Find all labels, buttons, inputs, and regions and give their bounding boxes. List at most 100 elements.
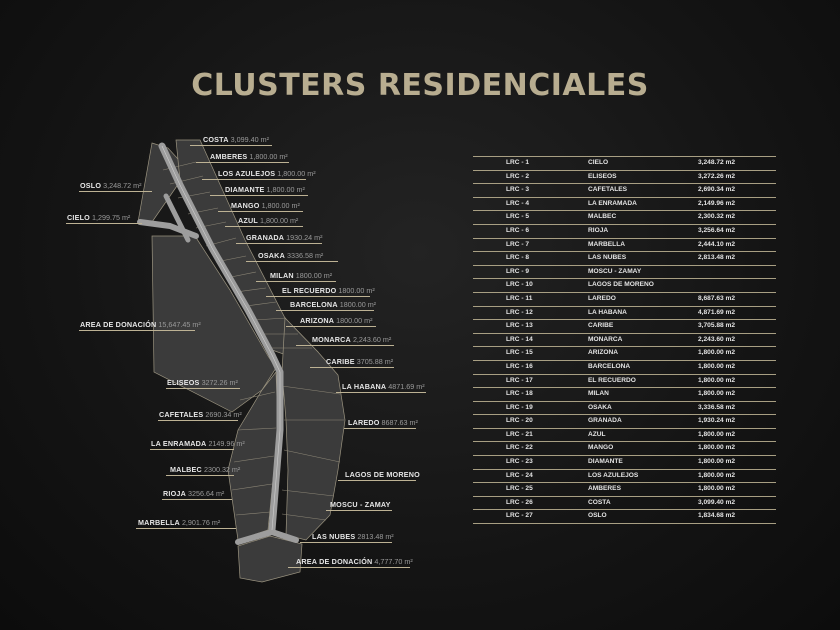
- lot-name: EL RECUERDO: [588, 376, 636, 384]
- lot-name: RIOJA: [588, 226, 609, 234]
- leader-line: [326, 510, 392, 511]
- table-row: LRC - 23 DIAMANTE 1,800.00 m2: [473, 456, 776, 470]
- leader-line: [66, 223, 142, 224]
- map-label-costa: COSTA 3,099.40 m²: [203, 135, 269, 144]
- lot-name: AMBERES: [588, 485, 621, 493]
- table-row: LRC - 21 AZUL 1,800.00 m2: [473, 429, 776, 443]
- lot-code: LRC - 17: [506, 376, 533, 384]
- lot-area: 2,243.60 m2: [698, 335, 736, 343]
- leader-line: [79, 330, 195, 331]
- map-label-area-donacion: AREA DE DONACIÓN 15,647.45 m²: [80, 320, 201, 329]
- lot-name: MARBELLA: [588, 240, 625, 248]
- map-label-amberes: AMBERES 1,800.00 m²: [210, 152, 288, 161]
- lot-area-donacion-south: [237, 535, 303, 583]
- lot-name: LAREDO: [588, 294, 616, 302]
- lot-area: 2,690.34 m2: [698, 186, 736, 194]
- lot-area: 1,930.24 m2: [698, 417, 736, 425]
- leader-line: [166, 388, 240, 389]
- lot-area: 1,800.00 m2: [698, 458, 736, 466]
- page-title: CLUSTERS RESIDENCIALES: [191, 68, 649, 103]
- lot-code: LRC - 7: [506, 240, 530, 248]
- table-row: LRC - 2 ELISEOS 3,272.26 m2: [473, 171, 776, 185]
- map-label-milan: MILAN 1800.00 m²: [270, 271, 333, 280]
- lot-area: 8,687.63 m2: [698, 294, 736, 302]
- map-label-oslo: OSLO 3,248.72 m²: [80, 181, 142, 190]
- lot-name: LA HABANA: [588, 308, 627, 316]
- lot-code: LRC - 11: [506, 294, 533, 302]
- map-label-eliseos: ELISEOS 3272.26 m²: [167, 378, 238, 387]
- leader-line: [266, 296, 370, 297]
- lot-area: 1,800.00 m2: [698, 485, 736, 493]
- lot-code: LRC - 10: [506, 281, 533, 289]
- lot-name: LAGOS DE MORENO: [588, 281, 654, 289]
- lot-table: LRC - 1 CIELO 3,248.72 m2 LRC - 2 ELISEOS 3,2…: [473, 156, 776, 525]
- map-label-el-recuerdo: EL RECUERDO 1800.00 m²: [282, 286, 375, 295]
- lot-area: 1,800.00 m2: [698, 390, 736, 398]
- map-label-moscu-zamay: MOSCU - ZAMAY: [330, 500, 391, 509]
- map-label-las-nubes: LAS NUBES 2813.48 m²: [312, 532, 394, 541]
- map-label-arizona: ARIZONA 1800.00 m²: [300, 316, 373, 325]
- leader-line: [286, 326, 376, 327]
- table-row: LRC - 17 EL RECUERDO 1,800.00 m2: [473, 375, 776, 389]
- table-row: LRC - 20 GRANADA 1,930.24 m2: [473, 415, 776, 429]
- lot-code: LRC - 24: [506, 471, 533, 479]
- lot-code: LRC - 6: [506, 226, 530, 234]
- lot-name: COSTA: [588, 498, 611, 506]
- lot-area: 2,444.10 m2: [698, 240, 736, 248]
- lot-code: LRC - 26: [506, 498, 533, 506]
- map-label-barcelona: BARCELONA 1800.00 m²: [290, 300, 377, 309]
- lot-name: CIELO: [588, 159, 609, 166]
- lot-code: LRC - 20: [506, 417, 533, 425]
- leader-line: [196, 162, 289, 163]
- leader-line: [300, 542, 392, 543]
- lot-code: LRC - 2: [506, 172, 530, 180]
- lot-name: LOS AZULEJOS: [588, 471, 639, 479]
- lot-code: LRC - 14: [506, 335, 533, 343]
- lot-code: LRC - 27: [506, 512, 533, 520]
- table-row: LRC - 8 LAS NUBES 2,813.48 m2: [473, 252, 776, 266]
- lot-dividers: [162, 161, 344, 521]
- lot-name: CAFETALES: [588, 186, 628, 194]
- table-row: LRC - 7 MARBELLA 2,444.10 m2: [473, 239, 776, 253]
- leader-line: [225, 226, 303, 227]
- leader-line: [158, 420, 238, 421]
- lot-name: LAS NUBES: [588, 254, 627, 262]
- lot-name: DIAMANTE: [588, 458, 623, 466]
- lot-area: 3,256.64 m2: [698, 226, 736, 234]
- lot-code: LRC - 16: [506, 362, 533, 370]
- table-row: LRC - 16 BARCELONA 1,800.00 m2: [473, 361, 776, 375]
- lot-area: 3,336.58 m2: [698, 403, 736, 411]
- map-label-azul: AZUL 1,800.00 m²: [238, 216, 299, 225]
- table-row: LRC - 12 LA HABANA 4,871.69 m2: [473, 307, 776, 321]
- table-row: LRC - 13 CARIBE 3,705.88 m2: [473, 320, 776, 334]
- lot-name: ELISEOS: [588, 172, 617, 180]
- leader-line: [246, 261, 338, 262]
- lot-name: AZUL: [588, 430, 606, 438]
- lot-code: LRC - 23: [506, 458, 533, 466]
- leader-line: [236, 243, 322, 244]
- table-row: LRC - 3 CAFETALES 2,690.34 m2: [473, 184, 776, 198]
- map-label-la-enramada: LA ENRAMADA 2149.96 m²: [151, 439, 245, 448]
- leader-line: [79, 191, 152, 192]
- leader-line: [336, 392, 426, 393]
- table-row: LRC - 10 LAGOS DE MORENO: [473, 279, 776, 293]
- lot-area: 2,149.96 m2: [698, 199, 736, 207]
- table-row: LRC - 6 RIOJA 3,256.64 m2: [473, 225, 776, 239]
- map-label-malbec: MALBEC 2300.32 m²: [170, 465, 241, 474]
- lot-code: LRC - 9: [506, 267, 530, 275]
- map-label-area-donacion-south: AREA DE DONACIÓN 4,777.70 m²: [296, 557, 413, 566]
- leader-line: [150, 449, 234, 450]
- table-row: LRC - 27 OSLO 1,834.68 m2: [473, 510, 776, 525]
- map-label-cielo: CIELO 1,299.75 m²: [67, 213, 131, 222]
- leader-line: [202, 179, 306, 180]
- lot-area: 3,248.72 m2: [698, 159, 736, 166]
- lot-area: 2,300.32 m2: [698, 213, 736, 221]
- lot-name: MILAN: [588, 390, 609, 398]
- lot-area: 3,705.88 m2: [698, 322, 736, 330]
- lot-area: 1,800.00 m2: [698, 376, 736, 384]
- leader-line: [276, 310, 374, 311]
- map-label-la-habana: LA HABANA 4871.69 m²: [342, 382, 425, 391]
- lot-name: OSLO: [588, 512, 607, 520]
- map-label-los-azulejos: LOS AZULEJOS 1,800.00 m²: [218, 169, 316, 178]
- table-row: LRC - 14 MONARCA 2,243.60 m2: [473, 334, 776, 348]
